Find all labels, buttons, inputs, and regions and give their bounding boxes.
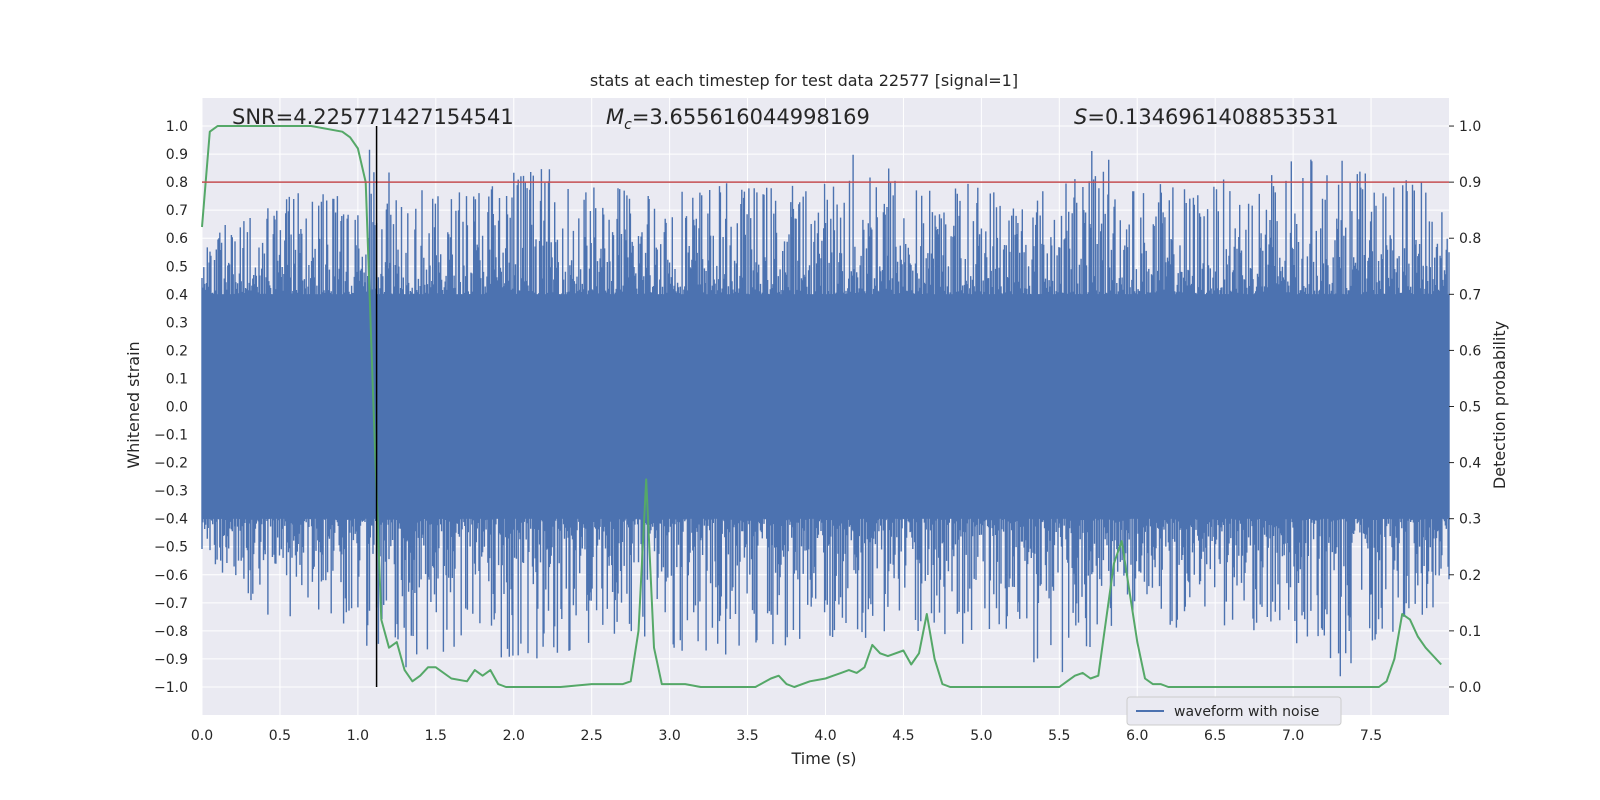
x-tick-label: 2.5	[581, 728, 603, 744]
chirp-mass-symbol: M	[606, 105, 624, 129]
s-symbol: S	[1074, 105, 1087, 129]
chirp-mass-value: =3.655616044998169	[632, 105, 870, 129]
y-tick-label-left: −0.6	[154, 568, 188, 584]
x-tick-label: 3.0	[658, 728, 680, 744]
x-tick-label: 6.5	[1204, 728, 1226, 744]
x-tick-label: 7.0	[1282, 728, 1304, 744]
x-tick-label: 6.0	[1126, 728, 1148, 744]
reference-lines	[202, 126, 1449, 687]
y-tick-label-left: 0.7	[166, 203, 188, 219]
y-tick-label-left: 0.6	[166, 231, 188, 247]
y-axis-left-ticks: 1.0 0.9 0.8 0.7 0.6 0.5 0.4 0.3 0.2 0.1 0.0 −0.1 −0.…	[154, 119, 188, 696]
legend-entry: waveform with noise	[1174, 704, 1319, 720]
y-tick-label-left: 0.2	[166, 343, 188, 359]
x-tick-label: 0.5	[269, 728, 291, 744]
chart-title: stats at each timestep for test data 225…	[590, 71, 1018, 90]
waveform-line	[201, 149, 1450, 677]
x-tick-label: 7.5	[1360, 728, 1382, 744]
y-tick-label-left: −0.8	[154, 624, 188, 640]
y-tick-label-left: −0.3	[154, 484, 188, 500]
x-tick-label: 3.5	[736, 728, 758, 744]
s-value: =0.1346961408853531	[1087, 105, 1338, 129]
s-annotation: S=0.1346961408853531	[1074, 105, 1339, 129]
y-tick-label-left: −0.1	[154, 428, 188, 444]
x-tick-label: 1.0	[347, 728, 369, 744]
y-tick-label-right: 0.9	[1459, 175, 1481, 191]
x-tick-label: 4.0	[814, 728, 836, 744]
y-tick-label-left: −0.2	[154, 456, 188, 472]
x-tick-label: 0.0	[191, 728, 213, 744]
x-axis-ticks: 0.0 0.5 1.0 1.5 2.0 2.5 3.0 3.5 4.0 4.5 5.0 5.5 6.0 6…	[191, 728, 1382, 744]
y-tick-label-left: 1.0	[166, 119, 188, 135]
y-tick-label-left: −0.4	[154, 512, 188, 528]
y-tick-label-left: 0.8	[166, 175, 188, 191]
y-axis-left-label: Whitened strain	[124, 341, 143, 468]
legend-box	[1126, 696, 1342, 726]
y-tick-label-right: 0.6	[1459, 343, 1481, 359]
y-tick-label-right: 0.3	[1459, 512, 1481, 528]
waveform-series	[201, 149, 1450, 677]
y-tick-label-right: 0.1	[1459, 624, 1481, 640]
snr-annotation: SNR=4.225771427154541	[232, 105, 514, 129]
chirp-mass-subscript: c	[624, 117, 632, 133]
y-tick-label-left: 0.0	[166, 400, 188, 416]
probability-line	[201, 125, 1442, 688]
legend: waveform with noise	[1126, 696, 1342, 726]
x-axis-label: Time (s)	[790, 749, 856, 768]
y-tick-label-left: −1.0	[154, 680, 188, 696]
y-axis-right-ticks: 1.0 0.9 0.8 0.7 0.6 0.5 0.4 0.3 0.2 0.1 0.0	[1449, 119, 1481, 696]
y-tick-label-left: 0.1	[166, 371, 188, 387]
y-tick-label-right: 0.7	[1459, 287, 1481, 303]
probability-series	[201, 125, 1442, 688]
y-tick-label-left: 0.3	[166, 315, 188, 331]
y-tick-label-left: 0.5	[166, 259, 188, 275]
y-tick-label-right: 0.5	[1459, 400, 1481, 416]
x-tick-label: 1.5	[425, 728, 447, 744]
y-tick-label-left: −0.7	[154, 596, 188, 612]
y-tick-label-right: 0.8	[1459, 231, 1481, 247]
y-tick-label-left: 0.4	[166, 287, 188, 303]
y-tick-label-left: −0.9	[154, 652, 188, 668]
y-tick-label-right: 0.2	[1459, 568, 1481, 584]
y-tick-label-right: 1.0	[1459, 119, 1481, 135]
chirp-mass-annotation: Mc=3.655616044998169	[606, 105, 870, 133]
x-tick-label: 5.0	[970, 728, 992, 744]
y-tick-label-left: −0.5	[154, 540, 188, 556]
y-axis-right-label: Detection probability	[1490, 321, 1509, 489]
y-tick-label-right: 0.4	[1459, 456, 1481, 472]
x-tick-label: 5.5	[1048, 728, 1070, 744]
y-tick-label-right: 0.0	[1459, 680, 1481, 696]
x-tick-label: 4.5	[892, 728, 914, 744]
y-tick-label-left: 0.9	[166, 147, 188, 163]
x-tick-label: 2.0	[503, 728, 525, 744]
